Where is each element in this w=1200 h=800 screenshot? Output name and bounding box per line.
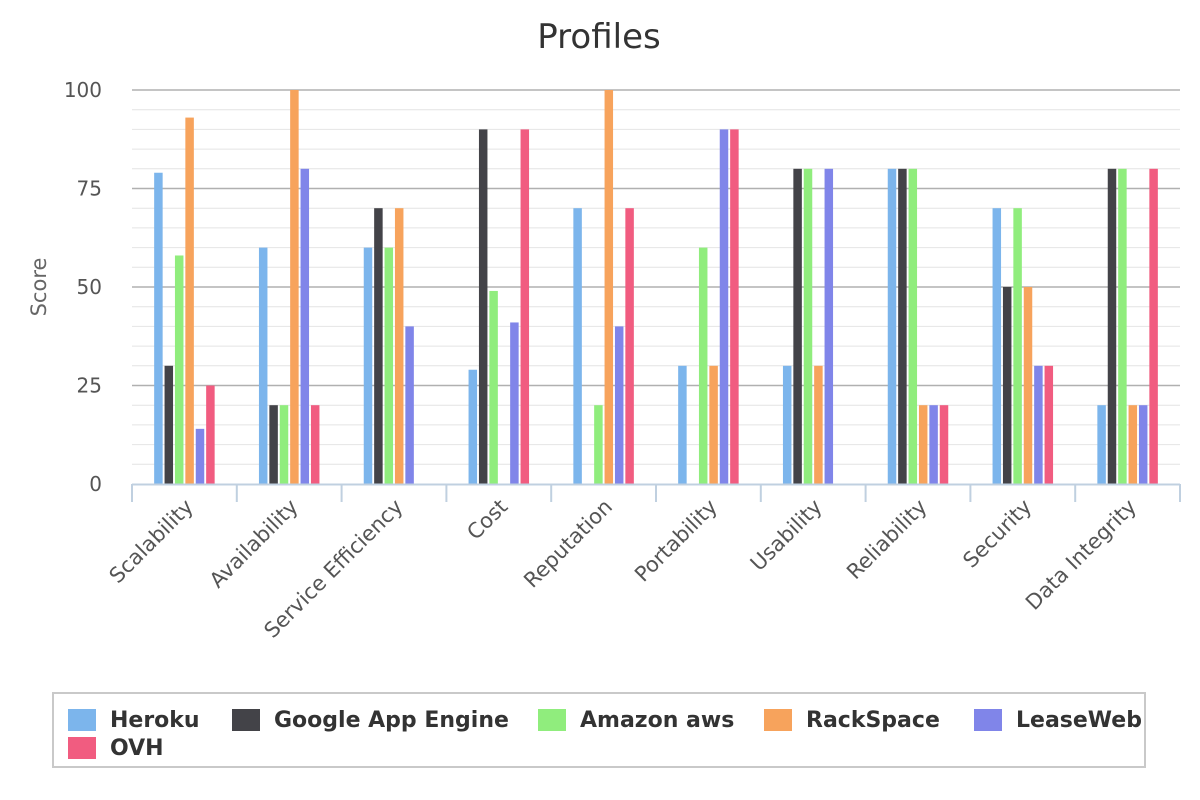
bar (793, 168, 802, 485)
bar (300, 168, 310, 485)
y-tick-label: 100 (64, 78, 102, 102)
legend-swatch (538, 709, 566, 731)
bar (290, 90, 299, 484)
bar (803, 168, 813, 485)
bar (939, 405, 949, 484)
legend-item[interactable]: Amazon aws (538, 706, 734, 734)
bar (394, 208, 404, 484)
bar (698, 247, 708, 484)
bar (782, 365, 792, 484)
x-tick-label: Security (958, 495, 1036, 573)
bar (1107, 168, 1117, 485)
bar (887, 168, 897, 485)
x-tick-label: Reputation (519, 495, 617, 593)
legend-label: LeaseWeb (1016, 707, 1142, 733)
legend-item[interactable]: LeaseWeb (974, 706, 1142, 734)
legend-item[interactable]: Google App Engine (232, 706, 509, 734)
legend-label: OVH (110, 735, 164, 761)
bar (258, 247, 268, 484)
bar (929, 405, 938, 484)
bar (1044, 365, 1054, 484)
chart-title: Profiles (537, 17, 660, 57)
x-tick-label: Scalability (105, 495, 198, 588)
bar (824, 168, 834, 485)
legend-label: RackSpace (806, 707, 940, 733)
bar (992, 208, 1002, 484)
bar (310, 405, 320, 484)
x-tick-label: Data Integrity (1021, 495, 1141, 615)
bar (468, 369, 478, 484)
bar (164, 365, 174, 484)
bar (279, 405, 289, 484)
legend-label: Amazon aws (580, 707, 735, 733)
y-tick-label: 25 (77, 374, 102, 398)
x-axis (131, 483, 1181, 502)
bar (489, 290, 498, 484)
y-axis: 0 25 50 75 100 (64, 78, 102, 496)
bar (1118, 168, 1127, 485)
x-tick-label: Portability (630, 495, 722, 587)
legend-swatch (974, 709, 1002, 731)
x-tick-label: Usability (746, 495, 827, 576)
legend-label: Heroku (110, 707, 200, 733)
chart: Profiles 0 25 50 75 100 Scalability Availabil… (27, 17, 1181, 643)
bar (1138, 405, 1148, 484)
bar (604, 90, 614, 484)
bar (478, 129, 488, 484)
bar (594, 405, 603, 484)
y-tick-label: 50 (77, 275, 102, 299)
bar (206, 385, 215, 484)
legend-swatch (68, 709, 96, 731)
bar (1149, 168, 1158, 485)
bar (573, 208, 582, 484)
grid (132, 89, 1180, 465)
legend-item[interactable]: OVH (68, 734, 164, 762)
bar (405, 326, 414, 484)
legend-swatch (232, 709, 260, 731)
legend-swatch (68, 737, 96, 759)
legend: Heroku Google App Engine Amazon aws RackSpa… (52, 692, 1146, 768)
bar (363, 247, 373, 484)
y-tick-label: 0 (89, 472, 102, 496)
bar (195, 428, 205, 484)
bar (1128, 405, 1138, 484)
bar (1034, 365, 1043, 484)
legend-swatch (764, 709, 792, 731)
y-axis-label: Score (27, 258, 51, 317)
bar (520, 129, 530, 484)
bar (908, 168, 918, 485)
x-tick-label: Availability (205, 495, 303, 593)
bar (185, 117, 194, 484)
x-tick-label: Reliability (842, 495, 932, 585)
bar (1002, 287, 1012, 484)
x-tick-label: Cost (462, 495, 512, 545)
bar (1097, 405, 1106, 484)
bar (918, 405, 928, 484)
bar (269, 405, 278, 484)
bar (625, 208, 634, 484)
bar (678, 365, 687, 484)
bars (154, 90, 1158, 485)
y-tick-label: 75 (77, 177, 102, 201)
bar (174, 255, 184, 484)
legend-item[interactable]: RackSpace (764, 706, 940, 734)
bar (374, 208, 383, 484)
bar (814, 365, 823, 484)
bar (730, 129, 739, 484)
bar (510, 322, 519, 484)
bar (709, 365, 718, 484)
bar (719, 129, 729, 484)
legend-label: Google App Engine (274, 707, 509, 733)
bar (1013, 208, 1022, 484)
bar (898, 168, 907, 485)
bar (154, 172, 163, 485)
legend-item[interactable]: Heroku (68, 706, 200, 734)
bar (1023, 287, 1033, 484)
bar (614, 326, 624, 484)
bar (384, 247, 394, 484)
